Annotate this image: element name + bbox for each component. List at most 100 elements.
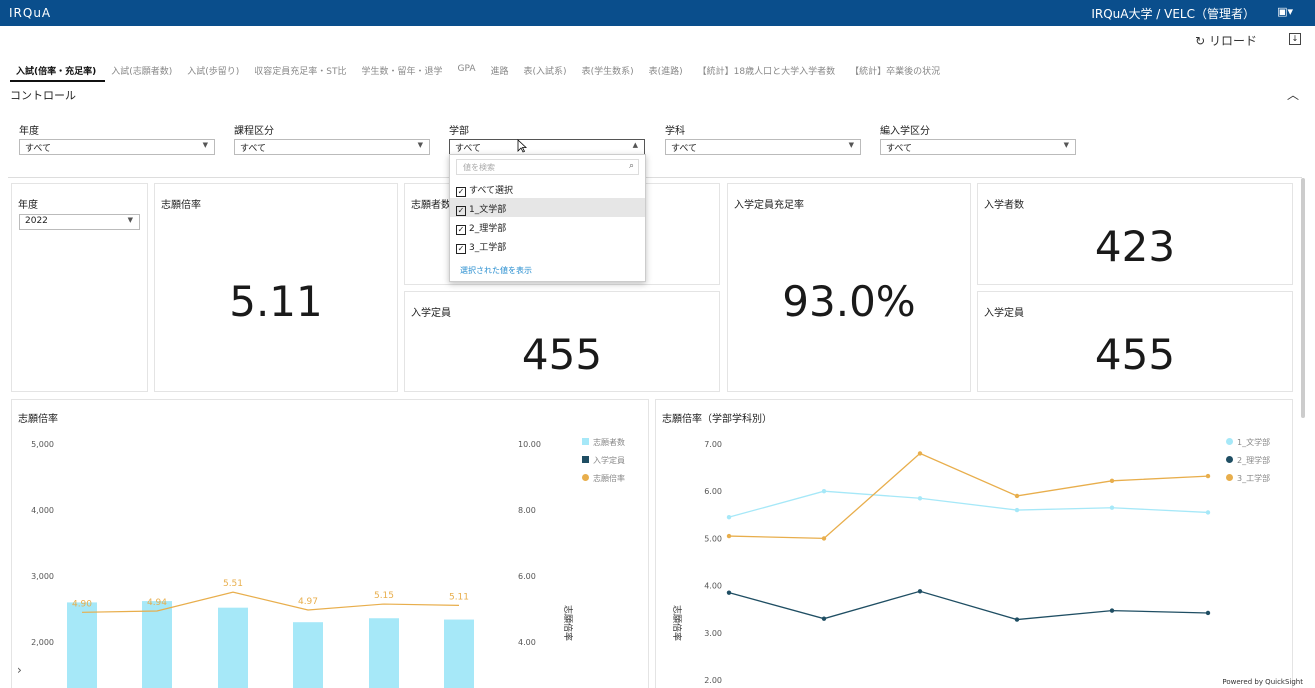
mouse-cursor-icon — [517, 139, 527, 153]
tab-table-admission[interactable]: 表(入試系) — [523, 67, 567, 77]
option-faculty[interactable]: ✓ 2_理学部 — [456, 224, 507, 235]
tab-yield[interactable]: 入試(歩留り) — [187, 67, 240, 77]
data-point — [1205, 473, 1211, 479]
data-point — [821, 489, 827, 494]
legend-swatch — [1226, 456, 1233, 463]
kpi-value: 455 — [521, 330, 603, 379]
year-card: 年度 2022 ▼ — [11, 183, 148, 392]
series-line — [728, 590, 1209, 621]
org-name[interactable]: IRQuA大学 / VELC（管理者） — [1091, 7, 1255, 21]
search-icon: ⌕ — [628, 161, 634, 171]
filter-label: 編入学区分 — [880, 126, 930, 137]
department-select[interactable]: すべて ▼ — [665, 139, 861, 155]
card-title: 入学定員 — [984, 308, 1024, 319]
checkbox-checked-icon: ✓ — [456, 206, 466, 216]
reload-button[interactable]: ↻ リロード — [1195, 34, 1257, 48]
tab-table-career[interactable]: 表(進路) — [648, 67, 683, 77]
data-label: 5.15 — [374, 591, 394, 601]
chevron-up-icon[interactable]: ︿ — [1286, 88, 1299, 102]
filter-label: 年度 — [19, 126, 39, 137]
y-tick-label: 2,000 — [31, 638, 54, 647]
checkbox-checked-icon: ✓ — [456, 225, 466, 235]
filter-label: 学部 — [449, 126, 469, 137]
checkbox-checked-icon: ✓ — [456, 244, 466, 254]
tab-gpa[interactable]: GPA — [457, 64, 476, 74]
data-label: 4.90 — [72, 599, 92, 609]
option-faculty[interactable]: ✓ 3_工学部 — [456, 243, 507, 254]
download-icon[interactable]: ↓ — [1289, 33, 1301, 45]
y-tick-label: 3.00 — [704, 629, 722, 638]
y-axis-label: 志願倍率 — [671, 605, 683, 641]
chart-title: 志願倍率 — [18, 414, 58, 425]
y-tick-label: 3,000 — [31, 572, 54, 581]
faculty-ratio-chart: 7.00 6.00 5.00 4.00 3.00 2.00 志願倍率 1_文学部 2_理学部 3_… — [671, 437, 1270, 685]
chevron-up-icon: ▲ — [632, 141, 638, 149]
top-bar: IRQuA IRQuA大学 / VELC（管理者） ▣▾ — [0, 0, 1315, 26]
course-select[interactable]: すべて ▼ — [234, 139, 430, 155]
data-label: 4.97 — [298, 597, 318, 607]
data-label: 5.51 — [223, 579, 243, 589]
tab-career[interactable]: 進路 — [490, 67, 509, 77]
app-logo: IRQuA — [9, 6, 52, 20]
data-point — [917, 451, 923, 456]
data-point — [821, 616, 827, 621]
capacity2-card: 入学定員 455 — [977, 291, 1293, 392]
bar — [218, 607, 248, 688]
tab-applicants[interactable]: 入試(志願者数) — [111, 67, 173, 77]
y-tick-label: 4,000 — [31, 506, 54, 515]
tab-table-students[interactable]: 表(学生数系) — [581, 67, 634, 77]
data-label: 5.11 — [449, 592, 469, 602]
filter-transfer: 編入学区分 すべて ▼ — [880, 122, 1076, 155]
ratio-line — [81, 591, 460, 613]
transfer-select[interactable]: すべて ▼ — [880, 139, 1076, 155]
data-point — [1205, 510, 1211, 515]
bar — [67, 602, 97, 688]
faculty-dropdown: 値を検索 ⌕ ✓ すべて選択 ✓ 1_文学部 ✓ 2_理学部 ✓ 3_工学部 選択された値… — [449, 154, 646, 282]
fill-rate-card: 入学定員充足率 93.0% — [727, 183, 971, 392]
data-point — [726, 533, 732, 539]
series-line — [728, 490, 1209, 518]
sheet-tabs: 入試(倍率・充足率) 入試(志願者数) 入試(歩留り) 収容定員充足率・ST比 … — [10, 64, 949, 82]
checkbox-checked-icon: ✓ — [456, 187, 466, 197]
y-right-tick-label: 8.00 — [518, 506, 536, 515]
legend-label: 1_文学部 — [1237, 437, 1270, 447]
tab-stats-after[interactable]: 【統計】卒業後の状況 — [850, 67, 941, 77]
y-tick-label: 5,000 — [31, 440, 54, 449]
chevron-down-icon: ▼ — [202, 141, 208, 149]
vertical-scrollbar[interactable] — [1301, 178, 1305, 418]
option-faculty[interactable]: ✓ 1_文学部 — [450, 198, 645, 217]
legend-swatch — [1226, 438, 1233, 445]
bar — [142, 601, 172, 688]
dropdown-search-input[interactable]: 値を検索 ⌕ — [456, 159, 639, 175]
data-point — [917, 496, 923, 501]
kpi-value: 455 — [1094, 330, 1176, 379]
year-select[interactable]: すべて ▼ — [19, 139, 215, 155]
chevron-right-icon[interactable]: › — [17, 663, 22, 677]
card-title: 志願者数 — [411, 200, 451, 211]
data-point — [726, 590, 732, 595]
chevron-down-icon: ▼ — [127, 216, 133, 224]
y-axis-label: 志願倍率 — [562, 605, 574, 641]
filter-faculty: 学部 すべて ▲ — [449, 122, 645, 155]
tab-students[interactable]: 学生数・留年・退学 — [361, 67, 443, 77]
data-point — [726, 514, 732, 520]
data-point — [1205, 610, 1211, 616]
series-line — [728, 452, 1209, 540]
data-point — [821, 536, 827, 541]
filter-label: 課程区分 — [234, 126, 274, 137]
filter-label: 学科 — [665, 126, 685, 137]
tab-capacity-st[interactable]: 収容定員充足率・ST比 — [254, 67, 347, 77]
year-value-select[interactable]: 2022 ▼ — [19, 214, 140, 230]
data-label: 4.94 — [147, 598, 167, 608]
option-select-all[interactable]: ✓ すべて選択 — [456, 186, 514, 197]
show-selected-link[interactable]: 選択された値を表示 — [460, 266, 532, 275]
tab-ratio-fill[interactable]: 入試(倍率・充足率) — [10, 64, 106, 82]
y-tick-label: 2.00 — [704, 676, 722, 685]
tab-stats-18[interactable]: 【統計】18歳人口と大学入学者数 — [697, 67, 836, 77]
bar — [369, 618, 399, 688]
legend-swatch — [1226, 474, 1233, 481]
data-point — [1109, 505, 1115, 510]
faculty-select[interactable]: すべて ▲ — [449, 139, 645, 155]
legend-label: 志願者数 — [593, 437, 625, 447]
id-card-icon[interactable]: ▣▾ — [1277, 5, 1293, 18]
